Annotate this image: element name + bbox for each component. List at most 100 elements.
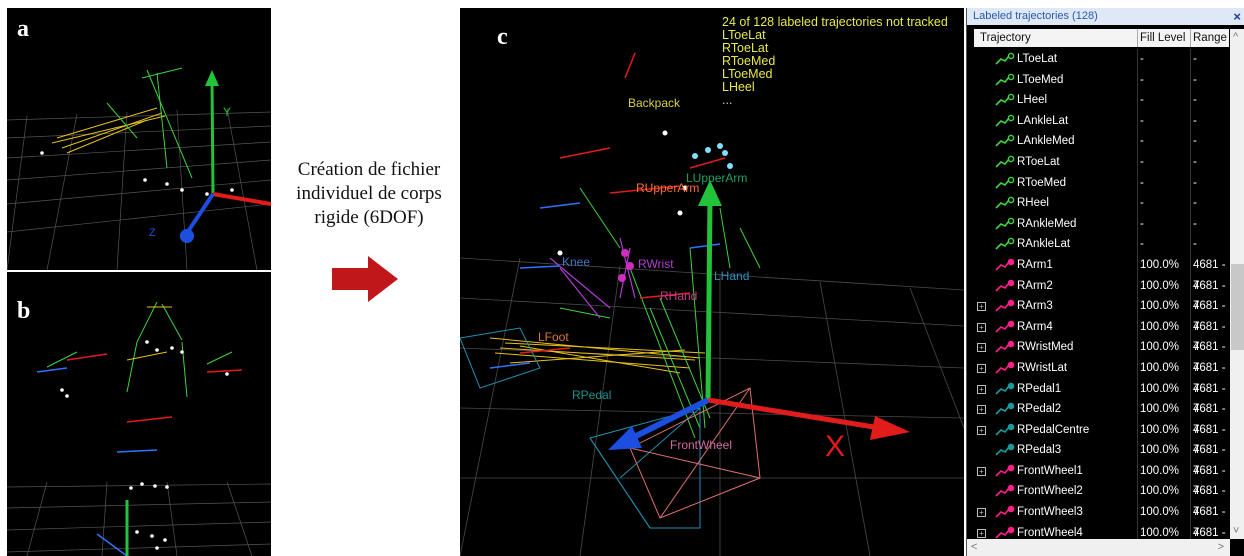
expand-icon[interactable]: + (977, 322, 986, 332)
trajectory-name: RArm1 (1017, 258, 1053, 271)
range-value: - (1193, 53, 1197, 65)
trajectory-icon (995, 279, 1015, 292)
rigid-body-label: Backpack (628, 96, 681, 110)
table-row[interactable]: RToeLat - - (974, 152, 1229, 173)
trajectory-name: RPedalCentre (1017, 423, 1090, 436)
table-row[interactable]: RArm2 100.0% 4681 - 7 (974, 276, 1229, 312)
table-row[interactable]: RAnkleMed - - (974, 214, 1229, 235)
table-row[interactable]: + RWristMed 100.0% 4681 - 7 (974, 337, 1229, 374)
column-header-trajectory[interactable]: Trajectory (980, 32, 1031, 44)
trajectory-name: RArm3 (1017, 300, 1053, 313)
trajectory-icon (995, 155, 1015, 168)
trajectory-name: LAnkleMed (1017, 135, 1075, 148)
fill-level: 100.0% (1140, 485, 1180, 498)
table-row[interactable]: + RPedalCentre 100.0% 4681 - 7 (974, 420, 1229, 456)
trajectory-name: FrontWheel2 (1017, 485, 1083, 498)
expand-icon[interactable]: + (977, 425, 986, 435)
trajectory-name: LToeLat (1017, 53, 1058, 65)
range-value: 4681 - 7 (1193, 341, 1226, 374)
axis-z-label-a: Z (149, 227, 156, 239)
scroll-left-icon[interactable]: < (971, 541, 978, 553)
table-row[interactable]: RHeel - - (974, 193, 1229, 214)
scroll-down-icon[interactable]: ˅ (1233, 525, 1240, 537)
vertical-scrollbar[interactable]: ^ ˅ (1230, 29, 1244, 539)
viewport-b[interactable]: b (7, 272, 271, 556)
table-row[interactable]: LAnkleLat - - (974, 111, 1229, 132)
range-value: - (1193, 217, 1197, 230)
range-value: 4681 - 7 (1193, 485, 1226, 519)
table-row[interactable]: + FrontWheel3 100.0% 4681 - 7 (974, 502, 1229, 539)
table-row[interactable]: + FrontWheel1 100.0% 4681 - 7 (974, 461, 1229, 497)
fill-level: 100.0% (1140, 464, 1180, 477)
viewport-a[interactable]: Y Z a (7, 8, 271, 270)
status-line: 24 of 128 labeled trajectories not track… (722, 15, 948, 29)
trajectory-icon (995, 196, 1015, 209)
table-row[interactable]: + RArm3 100.0% 4681 - 7 (974, 296, 1229, 333)
column-header-fill-level[interactable]: Fill Level (1140, 32, 1186, 44)
expand-icon[interactable]: + (977, 384, 986, 394)
trajectory-name: RAnkleMed (1017, 217, 1077, 230)
tracking-status: 24 of 128 labeled trajectories not track… (722, 16, 948, 107)
trajectory-name: FrontWheel4 (1017, 526, 1083, 539)
table-row[interactable]: + RWristLat 100.0% 4681 - 7 (974, 358, 1229, 395)
table-row[interactable]: RArm1 100.0% 4681 - 7 (974, 255, 1229, 292)
table-row[interactable]: + RArm4 100.0% 4681 - 7 (974, 317, 1229, 353)
expand-icon[interactable]: + (977, 466, 986, 476)
scroll-up-icon[interactable]: ^ (1233, 31, 1239, 43)
trajectory-icon (995, 93, 1015, 106)
trajectory-icon (995, 341, 1015, 353)
panel-label-b: b (17, 298, 31, 324)
table-header: Trajectory Fill Level Range (974, 29, 1229, 47)
table-row[interactable]: FrontWheel2 100.0% 4681 - 7 (974, 481, 1229, 518)
fill-level: - (1140, 197, 1144, 210)
rigid-body-label: RUpperArm (636, 181, 700, 195)
scene-b (7, 301, 271, 556)
fill-level: 100.0% (1140, 423, 1180, 436)
trajectory-icon (995, 402, 1015, 415)
range-value: - (1193, 197, 1197, 210)
caption-line-1: Création de fichier (297, 159, 441, 180)
caption-line-3: rigide (6DOF) (314, 207, 424, 228)
trajectory-icon (995, 176, 1015, 189)
expand-icon[interactable]: + (977, 302, 986, 312)
expand-icon[interactable]: + (977, 528, 986, 538)
table-row[interactable]: LToeMed - - (974, 70, 1229, 91)
scroll-thumb[interactable] (1231, 264, 1244, 350)
panel-label-c: c (497, 24, 508, 50)
fill-level: 100.0% (1140, 258, 1180, 271)
expand-icon[interactable]: + (977, 508, 986, 518)
table-row[interactable]: LAnkleMed - - (974, 131, 1229, 152)
range-value: 4681 - 7 (1193, 279, 1226, 313)
horizontal-scrollbar[interactable]: < > (967, 539, 1230, 556)
viewport-c[interactable]: X c 24 of 128 labeled trajectories not t… (460, 8, 964, 556)
table-row[interactable]: LHeel - - (974, 90, 1229, 111)
trajectory-icon (995, 505, 1015, 518)
table-row[interactable]: RToeMed - - (974, 173, 1229, 194)
table-row[interactable]: + RPedal1 100.0% 4681 - 7 (974, 379, 1229, 415)
rigid-body-label: RPedal (572, 388, 612, 402)
expand-icon[interactable]: + (977, 363, 986, 373)
table-row[interactable]: + RPedal2 100.0% 4681 - 7 (974, 399, 1229, 436)
close-icon[interactable]: × (1233, 9, 1241, 24)
expand-icon[interactable]: + (977, 343, 986, 353)
fill-level: 100.0% (1140, 279, 1180, 292)
range-value: - (1193, 238, 1197, 251)
range-value: 4681 - 7 (1193, 464, 1226, 498)
untracked-item: RToeMed (722, 54, 776, 68)
rigid-body-label: LHand (714, 269, 750, 283)
scroll-right-icon[interactable]: > (1217, 541, 1224, 553)
column-header-range[interactable]: Range (1193, 32, 1227, 44)
trajectory-icon (995, 73, 1015, 86)
expand-icon[interactable]: + (977, 405, 986, 415)
trajectory-name: RArm4 (1017, 320, 1053, 333)
trajectory-icon (995, 485, 1015, 498)
range-value: - (1193, 176, 1197, 189)
table-row[interactable]: RPedal3 100.0% 4681 - 7 (974, 440, 1229, 477)
trajectory-name: LAnkleLat (1017, 114, 1069, 127)
trajectory-list: LToeLat - - LToeMed - - LHeel - - LAnkleLat - - LAnk… (974, 49, 1229, 556)
trajectory-icon (995, 423, 1015, 436)
trajectory-name: LHeel (1017, 94, 1048, 107)
rigid-body-label: LUpperArm (686, 171, 748, 185)
table-row[interactable]: RAnkleLat - - (974, 234, 1229, 255)
table-row[interactable]: LToeLat - - (974, 49, 1229, 70)
